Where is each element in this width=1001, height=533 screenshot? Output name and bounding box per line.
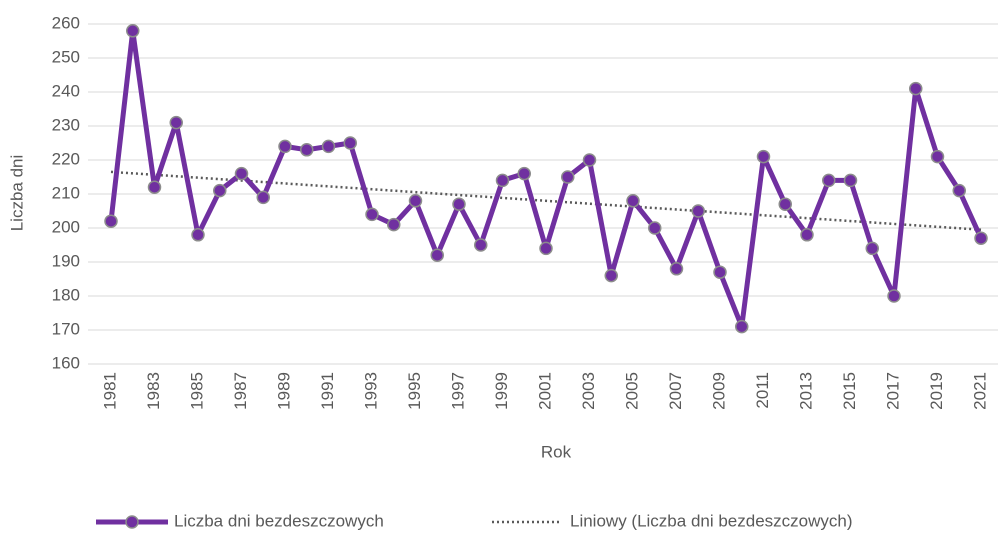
- y-tick-label: 210: [52, 183, 80, 202]
- marker: [495, 173, 510, 188]
- x-tick-label: 1995: [405, 372, 424, 410]
- trendline: [110, 170, 982, 231]
- x-tick-label: 2017: [883, 372, 902, 410]
- marker: [191, 228, 205, 242]
- marker: [582, 153, 597, 167]
- x-tick-label: 1989: [274, 372, 293, 410]
- marker: [843, 173, 858, 188]
- marker: [735, 319, 749, 334]
- marker: [691, 204, 705, 218]
- x-tick-label: 1987: [231, 372, 250, 410]
- marker: [865, 241, 879, 256]
- y-tick-label: 240: [52, 81, 80, 100]
- marker: [800, 228, 814, 242]
- y-tick-label: 170: [52, 319, 80, 338]
- marker: [408, 194, 423, 208]
- y-tick-label: 250: [52, 47, 80, 66]
- marker: [300, 143, 314, 157]
- x-tick-label: 2021: [970, 372, 989, 410]
- marker: [952, 183, 966, 198]
- x-tick-label: 1997: [448, 372, 467, 410]
- marker: [278, 139, 292, 154]
- marker: [887, 289, 901, 303]
- y-tick-label: 160: [52, 353, 80, 372]
- marker: [474, 238, 488, 252]
- y-tick-label: 220: [52, 149, 80, 168]
- y-tick-label: 190: [52, 251, 80, 270]
- marker: [213, 183, 227, 198]
- marker: [147, 180, 162, 194]
- marker: [343, 136, 357, 150]
- x-tick-label: 2011: [753, 372, 772, 409]
- x-tick-label: 2003: [579, 372, 598, 410]
- x-tick-label: 2019: [927, 372, 946, 410]
- marker: [452, 197, 466, 211]
- marker: [561, 170, 575, 184]
- x-tick-label: 1983: [144, 372, 163, 410]
- x-tick-label: 2013: [796, 372, 815, 410]
- marker: [626, 194, 640, 208]
- marker: [517, 166, 531, 181]
- marker: [126, 24, 140, 38]
- marker: [930, 149, 945, 164]
- x-tick-label: 1991: [318, 372, 337, 410]
- x-tick-label: 1993: [361, 372, 380, 410]
- marker: [822, 173, 836, 188]
- x-tick-label: 2007: [666, 372, 685, 410]
- marker: [387, 217, 401, 232]
- marker: [169, 115, 183, 130]
- x-tick-label: 2009: [709, 372, 728, 410]
- y-tick-label: 230: [52, 115, 80, 134]
- marker: [539, 241, 553, 256]
- legend-marker: [125, 515, 139, 529]
- marker: [974, 231, 988, 245]
- marker: [669, 262, 684, 276]
- marker: [604, 268, 618, 283]
- y-tick-label: 200: [52, 217, 80, 236]
- x-tick-label: 2015: [840, 372, 859, 410]
- marker: [778, 197, 792, 211]
- marker: [365, 207, 379, 222]
- marker: [756, 149, 771, 164]
- marker: [104, 214, 118, 228]
- marker: [909, 81, 923, 96]
- y-axis-label: Liczba dni: [7, 155, 26, 232]
- legend-label: Liniowy (Liczba dni bezdeszczowych): [570, 511, 853, 530]
- x-tick-label: 2001: [535, 372, 554, 410]
- y-tick-label: 260: [52, 13, 80, 32]
- y-tick-label: 180: [52, 285, 80, 304]
- x-tick-label: 2005: [622, 372, 641, 410]
- marker: [321, 139, 336, 154]
- marker: [648, 221, 662, 235]
- marker: [256, 190, 270, 205]
- x-tick-label: 1981: [100, 372, 119, 410]
- marker: [713, 265, 727, 279]
- legend-label: Liczba dni bezdeszczowych: [174, 511, 384, 530]
- marker: [234, 166, 249, 181]
- marker: [430, 248, 444, 262]
- x-axis-label: Rok: [541, 442, 572, 461]
- x-tick-label: 1985: [187, 372, 206, 410]
- x-tick-label: 1999: [492, 372, 511, 410]
